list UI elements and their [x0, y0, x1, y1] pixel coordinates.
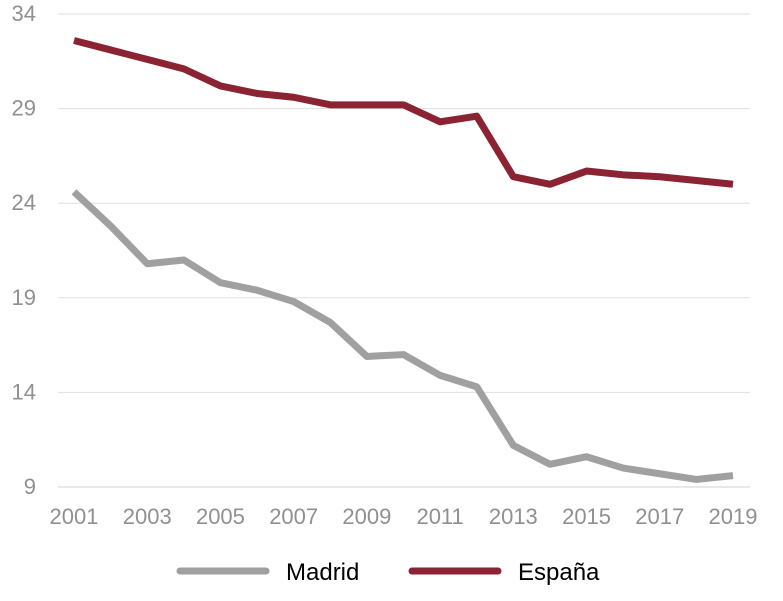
y-tick-label: 19: [12, 285, 36, 310]
y-tick-label: 24: [12, 190, 36, 215]
x-tick-label: 2007: [269, 504, 318, 529]
x-tick-label: 2013: [489, 504, 538, 529]
series-line-madrid: [71, 189, 734, 483]
legend-label: España: [518, 559, 600, 586]
series-line-españa: [73, 37, 734, 188]
x-tick-label: 2009: [342, 504, 391, 529]
y-axis-ticks: 9 14 19 24 29 34: [12, 1, 36, 499]
x-tick-label: 2001: [50, 504, 99, 529]
y-tick-label: 9: [24, 474, 36, 499]
series-lines: [71, 37, 734, 483]
gridlines: [58, 13, 750, 488]
y-tick-label: 34: [12, 1, 36, 26]
x-axis-ticks: 2001 2003 2005 2007 2009 2011 2013 2015 2017 2019: [50, 504, 758, 529]
x-tick-label: 2015: [562, 504, 611, 529]
x-tick-label: 2011: [416, 504, 463, 529]
x-tick-label: 2003: [123, 504, 172, 529]
y-tick-label: 14: [12, 379, 36, 404]
legend-label: Madrid: [286, 559, 359, 586]
y-tick-label: 29: [12, 96, 36, 121]
legend: Madrid España: [176, 559, 600, 586]
x-tick-label: 2019: [709, 504, 758, 529]
x-tick-label: 2005: [196, 504, 245, 529]
x-tick-label: 2017: [635, 504, 684, 529]
